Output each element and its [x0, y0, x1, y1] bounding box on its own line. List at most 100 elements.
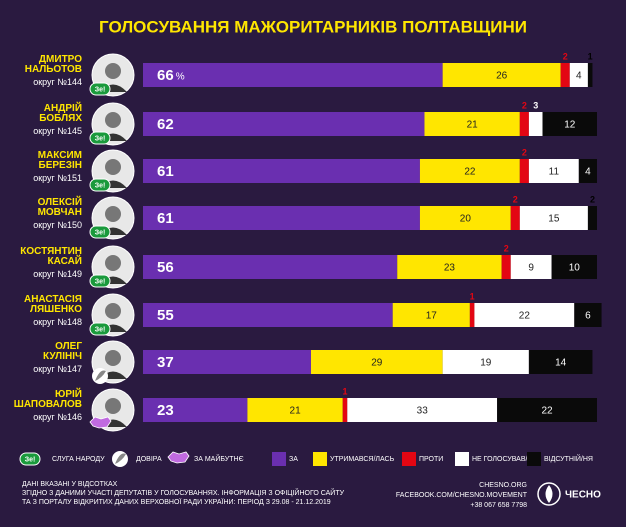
value-label: 2 — [513, 194, 518, 204]
bar-segment — [528, 112, 543, 136]
bar-segment — [510, 206, 520, 230]
bar-segment — [474, 303, 575, 327]
value-label: 4 — [585, 167, 591, 178]
party-badge — [89, 131, 111, 145]
bar-segment — [578, 159, 597, 183]
bar-segment — [143, 303, 393, 327]
value-label: 29 — [371, 358, 383, 369]
legend-label: ЗА МАЙБУТНЄ — [194, 454, 244, 463]
district: округ №145 — [33, 126, 82, 136]
bar-segment — [310, 350, 443, 374]
value-label: 1 — [470, 291, 475, 301]
contact: FACEBOOK.COM/CHESNO.MOVEMENT — [396, 492, 528, 499]
bar-segment — [542, 112, 597, 136]
value-label: 15 — [548, 214, 560, 225]
value-label: 17 — [426, 311, 438, 322]
bar-segment — [143, 398, 248, 422]
bar-segment — [247, 398, 343, 422]
photo-head — [105, 206, 121, 222]
bar-segment — [587, 206, 597, 230]
contact: +38 067 658 7798 — [470, 502, 527, 509]
party-badge-text: Зе! — [95, 86, 106, 93]
legend-label: ДОВІРА — [136, 456, 162, 463]
value-label: 20 — [460, 214, 472, 225]
bar-segment — [419, 159, 520, 183]
value-label: 11 — [549, 167, 560, 178]
district: округ №147 — [33, 364, 82, 374]
candidate-name: ДМИТРО НАЛЬОТОВ — [24, 54, 82, 75]
party-badge-text: Зе! — [25, 456, 36, 463]
photo-head — [105, 63, 121, 79]
value-label: 2 — [504, 243, 509, 253]
party-badge-text: Зе! — [95, 278, 106, 285]
value-label: 2 — [522, 147, 527, 157]
bar-segment — [143, 255, 398, 279]
legend-label: ПРОТИ — [419, 456, 443, 463]
legend-swatch — [313, 452, 327, 466]
party-badge-text: Зе! — [95, 135, 106, 142]
photo-head — [105, 350, 121, 366]
value-label: 61 — [157, 210, 174, 227]
photo-head — [105, 303, 121, 319]
footnote: ДАНІ ВКАЗАНІ У ВІДСОТКАХ — [22, 481, 118, 488]
logo: ЧЕСНО — [565, 490, 601, 501]
candidate-name: ЮРІЙ ШАПОВАЛОВ — [13, 389, 82, 410]
bar-segment — [587, 63, 593, 87]
value-label: 61 — [157, 163, 174, 180]
legend-swatch — [402, 452, 416, 466]
value-label: 3 — [533, 100, 538, 110]
legend-label: ЗА — [289, 456, 298, 463]
legend-label: УТРИМАВСЯ/ЛАСЬ — [330, 456, 395, 463]
bar-segment — [143, 159, 420, 183]
bar-segment — [519, 206, 588, 230]
bar-segment — [501, 255, 511, 279]
party-badge — [19, 452, 41, 466]
party-icon — [95, 370, 106, 381]
value-label: 26 — [496, 71, 508, 82]
value-label: 23 — [444, 263, 456, 274]
candidate-name: МАКСИМ БЕРЕЗІН — [37, 150, 82, 171]
party-icon — [115, 453, 126, 464]
unit-label: % — [176, 72, 185, 83]
logo-icon — [545, 485, 553, 503]
bar-segment — [392, 303, 470, 327]
bar-segment — [560, 63, 570, 87]
value-label: 1 — [588, 51, 593, 61]
bar-segment — [528, 350, 593, 374]
logo-icon — [537, 482, 561, 506]
value-label: 4 — [576, 71, 582, 82]
value-label: 66 — [157, 67, 174, 84]
bar-segment — [419, 206, 511, 230]
value-label: 22 — [541, 406, 553, 417]
bar-segment — [574, 303, 602, 327]
legend-swatch — [527, 452, 541, 466]
value-label: 22 — [464, 167, 476, 178]
bar-segment — [143, 206, 420, 230]
bar-segment — [347, 398, 498, 422]
bar-segment — [143, 112, 425, 136]
bar-segment — [519, 159, 529, 183]
bar-segment — [519, 112, 529, 136]
candidate-name: ОЛЕГ КУЛІНІЧ — [42, 341, 82, 362]
bar-segment — [528, 159, 579, 183]
bar-segment — [469, 303, 475, 327]
value-label: 23 — [157, 402, 174, 419]
bar-segment — [497, 398, 597, 422]
photo-head — [105, 112, 121, 128]
value-label: 33 — [417, 406, 429, 417]
party-badge — [89, 225, 111, 239]
party-icon — [167, 451, 190, 464]
bar-segment — [442, 63, 561, 87]
bar-segment — [342, 398, 348, 422]
candidate-name: КОСТЯНТИН КАСАЙ — [20, 246, 82, 267]
bar-segment — [551, 255, 597, 279]
bar-segment — [510, 255, 552, 279]
district: округ №144 — [33, 77, 82, 87]
bar-segment — [424, 112, 520, 136]
district: округ №151 — [33, 173, 82, 183]
value-label: 21 — [467, 120, 479, 131]
value-label: 1 — [343, 386, 348, 396]
legend-label: СЛУГА НАРОДУ — [52, 456, 105, 463]
bar-segment — [397, 255, 502, 279]
